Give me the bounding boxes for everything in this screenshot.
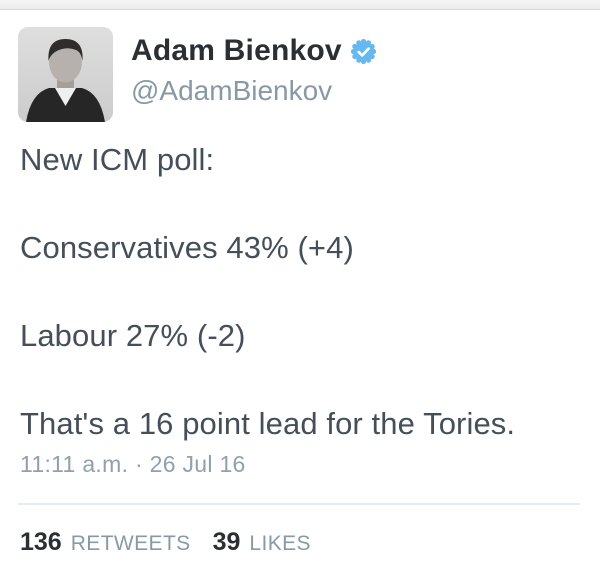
author-handle[interactable]: @AdamBienkov bbox=[131, 75, 333, 106]
stats-divider bbox=[18, 503, 580, 505]
author-meta: Adam Bienkov bbox=[131, 33, 376, 107]
tweet-line: Labour 27% (-2) bbox=[20, 318, 246, 353]
likes-stat[interactable]: 39 LIKES bbox=[213, 528, 311, 557]
tweet-line: New ICM poll: bbox=[20, 142, 215, 177]
verified-badge-icon bbox=[350, 38, 376, 64]
top-toolbar-shadow bbox=[0, 0, 600, 10]
retweets-count: 136 bbox=[20, 528, 62, 556]
tweet-line: Conservatives 43% (+4) bbox=[20, 230, 354, 265]
tweet-line: That's a 16 point lead for the Tories. bbox=[20, 406, 516, 441]
likes-count: 39 bbox=[212, 528, 241, 556]
tweet-text: New ICM poll: Conservatives 43% (+4) Lab… bbox=[20, 138, 588, 446]
tweet-timestamp: 11:11 a.m. · 26 Jul 16 bbox=[20, 451, 246, 477]
author-display-name[interactable]: Adam Bienkov bbox=[131, 34, 342, 67]
retweets-stat[interactable]: 136 RETWEETS bbox=[20, 528, 191, 557]
retweets-label: RETWEETS bbox=[70, 532, 191, 555]
tweet-author-header: Adam Bienkov bbox=[18, 27, 600, 123]
likes-label: LIKES bbox=[249, 532, 311, 555]
avatar[interactable] bbox=[18, 27, 113, 122]
tweet-stats: 136 RETWEETS 39 LIKES bbox=[20, 528, 311, 557]
